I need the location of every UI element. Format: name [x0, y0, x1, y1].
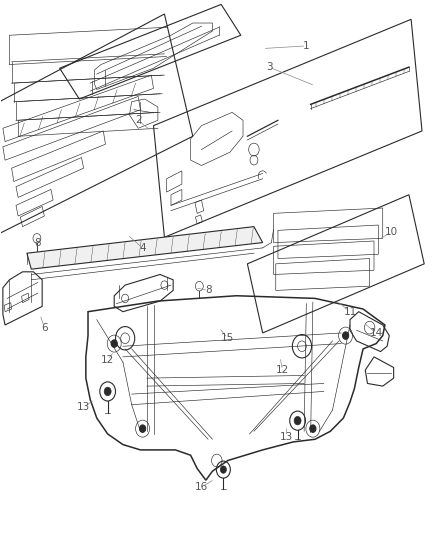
Circle shape — [310, 425, 316, 432]
Text: 13: 13 — [77, 402, 90, 413]
Text: 2: 2 — [135, 115, 141, 125]
Text: 15: 15 — [221, 333, 234, 343]
Polygon shape — [27, 227, 263, 269]
Text: 14: 14 — [370, 328, 383, 338]
Text: 16: 16 — [195, 482, 208, 492]
Text: 4: 4 — [139, 243, 146, 253]
Text: 1: 1 — [303, 41, 310, 51]
Text: 12: 12 — [101, 354, 114, 365]
Circle shape — [140, 425, 146, 432]
Text: 6: 6 — [41, 322, 48, 333]
Text: 3: 3 — [266, 62, 272, 72]
Circle shape — [343, 332, 349, 340]
Text: 12: 12 — [276, 365, 289, 375]
Text: 10: 10 — [385, 227, 398, 237]
Text: 8: 8 — [205, 286, 212, 295]
Text: 13: 13 — [280, 432, 293, 442]
Text: 8: 8 — [35, 238, 41, 247]
Text: 11: 11 — [343, 306, 357, 317]
Circle shape — [104, 387, 111, 395]
Circle shape — [220, 466, 226, 473]
Circle shape — [111, 340, 117, 348]
Circle shape — [294, 416, 301, 425]
